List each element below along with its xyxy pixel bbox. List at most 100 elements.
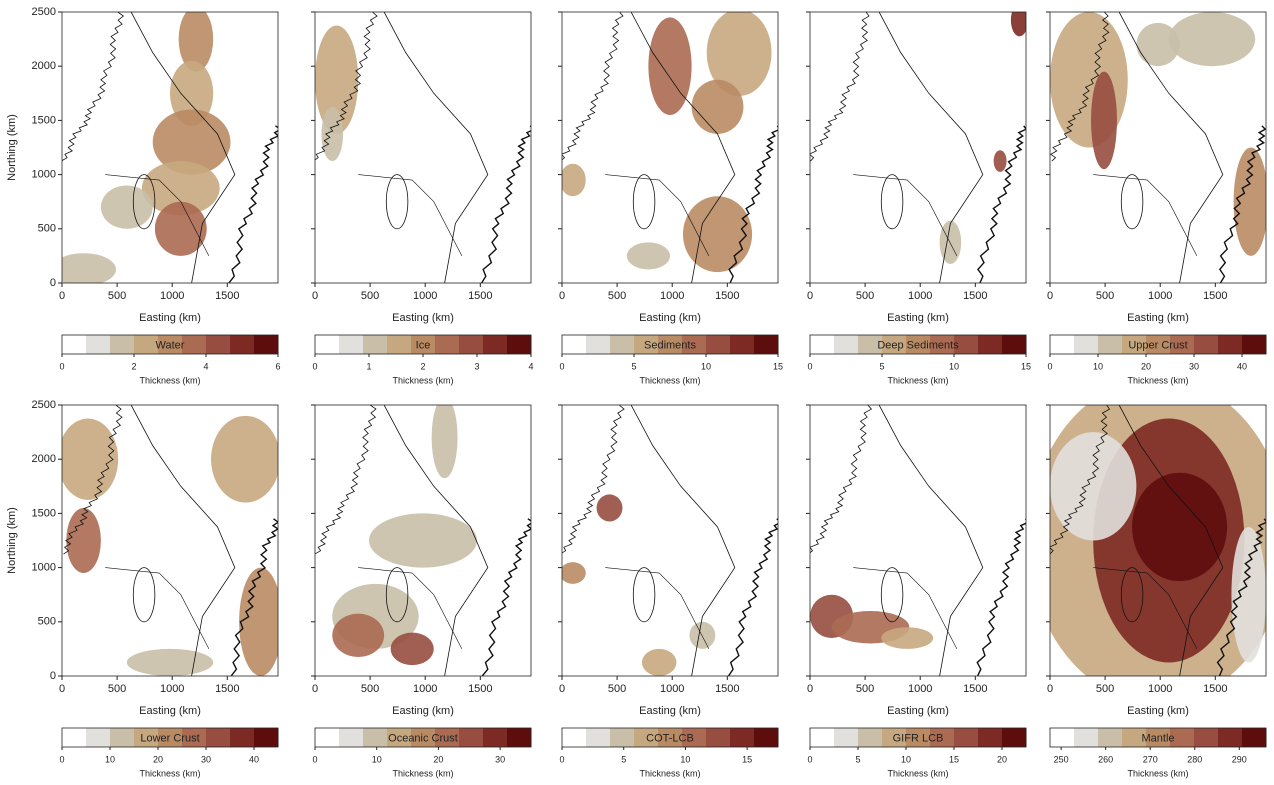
microcontinent bbox=[1121, 175, 1143, 229]
colorbar-swatch bbox=[858, 728, 883, 747]
colorbar-label: Thickness (km) bbox=[1127, 375, 1188, 385]
map-panel: 050010001500Easting (km)Oceanic Crust010… bbox=[311, 397, 533, 779]
thickness-area bbox=[211, 416, 280, 503]
x-tick-label: 1500 bbox=[215, 683, 239, 695]
colorbar-label: Thickness (km) bbox=[887, 375, 948, 385]
x-tick-label: 0 bbox=[312, 290, 318, 302]
y-tick-label: 500 bbox=[38, 223, 56, 235]
thickness-area bbox=[1050, 432, 1136, 540]
colorbar-swatch bbox=[730, 335, 755, 354]
coastline bbox=[978, 126, 1026, 283]
colorbar-swatch bbox=[86, 728, 111, 747]
colorbar-title: Oceanic Crust bbox=[388, 732, 458, 744]
colorbar-tick-label: 15 bbox=[949, 754, 959, 764]
colorbar-swatch bbox=[1218, 335, 1243, 354]
colorbar-swatch bbox=[1242, 335, 1267, 354]
colorbar-label: Thickness (km) bbox=[887, 768, 948, 778]
colorbar-swatch bbox=[315, 728, 340, 747]
colorbar-tick-label: 15 bbox=[742, 754, 752, 764]
ridge-line bbox=[1093, 175, 1197, 256]
colorbar-tick-label: 2 bbox=[131, 361, 136, 371]
colorbar-label: Thickness (km) bbox=[139, 375, 200, 385]
x-tick-label: 1000 bbox=[908, 290, 932, 302]
colorbar-title: Mantle bbox=[1141, 732, 1174, 744]
colorbar-swatch bbox=[954, 728, 979, 747]
x-tick-label: 1500 bbox=[963, 290, 987, 302]
colorbar-swatch bbox=[206, 728, 231, 747]
map-content bbox=[51, 7, 280, 286]
coastline bbox=[808, 405, 871, 554]
colorbar-swatch bbox=[1194, 728, 1219, 747]
microcontinent bbox=[633, 175, 655, 229]
thickness-area bbox=[1011, 4, 1028, 37]
colorbar-tick-label: 2 bbox=[420, 361, 425, 371]
colorbar-swatch bbox=[483, 728, 508, 747]
coastline bbox=[229, 126, 281, 283]
thickness-area bbox=[689, 622, 715, 649]
colorbar-tick-label: 6 bbox=[275, 361, 280, 371]
thickness-area bbox=[66, 508, 101, 573]
colorbar-tick-label: 0 bbox=[1047, 361, 1052, 371]
colorbar-tick-label: 30 bbox=[1189, 361, 1199, 371]
ridge-line bbox=[384, 12, 488, 283]
x-axis-label: Easting (km) bbox=[1127, 312, 1189, 324]
y-tick-label: 2500 bbox=[32, 399, 56, 411]
colorbar-swatch bbox=[254, 335, 279, 354]
x-tick-label: 0 bbox=[559, 683, 565, 695]
colorbar-tick-label: 260 bbox=[1098, 754, 1113, 764]
map-content bbox=[560, 9, 780, 283]
colorbar-label: Thickness (km) bbox=[392, 768, 453, 778]
thickness-area bbox=[560, 562, 586, 584]
x-tick-label: 1500 bbox=[468, 290, 492, 302]
colorbar-swatch bbox=[182, 335, 207, 354]
colorbar-swatch bbox=[810, 728, 835, 747]
x-tick-label: 0 bbox=[807, 290, 813, 302]
colorbar-swatch bbox=[586, 728, 611, 747]
colorbar-label: Thickness (km) bbox=[139, 768, 200, 778]
colorbar-tick-label: 20 bbox=[1141, 361, 1151, 371]
colorbar-tick-label: 40 bbox=[1237, 361, 1247, 371]
x-tick-label: 500 bbox=[1096, 683, 1114, 695]
thickness-area bbox=[994, 150, 1007, 172]
colorbar-swatch bbox=[1002, 335, 1027, 354]
thickness-area bbox=[127, 649, 213, 676]
x-tick-label: 1000 bbox=[660, 290, 684, 302]
colorbar-title: GIFR LCB bbox=[893, 732, 944, 744]
x-tick-label: 500 bbox=[1096, 290, 1114, 302]
colorbar-swatch bbox=[315, 335, 340, 354]
thickness-area bbox=[369, 513, 477, 567]
map-content bbox=[58, 405, 283, 676]
colorbar-tick-label: 1 bbox=[366, 361, 371, 371]
colorbar-swatch bbox=[230, 728, 255, 747]
x-tick-label: 0 bbox=[807, 683, 813, 695]
x-tick-label: 1000 bbox=[908, 683, 932, 695]
x-tick-label: 1000 bbox=[1148, 683, 1172, 695]
x-tick-label: 0 bbox=[559, 290, 565, 302]
y-tick-label: 2000 bbox=[32, 60, 56, 72]
x-tick-label: 500 bbox=[608, 290, 626, 302]
map-content bbox=[809, 4, 1028, 283]
y-tick-label: 500 bbox=[38, 616, 56, 628]
colorbar-swatch bbox=[706, 335, 731, 354]
map-content bbox=[313, 12, 534, 283]
colorbar-title: COT-LCB bbox=[646, 732, 694, 744]
ridge-line bbox=[358, 175, 462, 256]
thickness-area bbox=[597, 494, 623, 521]
y-tick-label: 1000 bbox=[32, 562, 56, 574]
map-panel: 050010001500Easting (km)Sediments051015T… bbox=[558, 9, 783, 385]
colorbar-swatch bbox=[1218, 728, 1243, 747]
colorbar-tick-label: 10 bbox=[901, 754, 911, 764]
ridge-line bbox=[631, 405, 735, 676]
thickness-area bbox=[1136, 23, 1179, 66]
thickness-area bbox=[239, 568, 282, 676]
x-tick-label: 0 bbox=[1047, 290, 1053, 302]
colorbar-tick-label: 10 bbox=[372, 754, 382, 764]
x-tick-label: 1500 bbox=[1203, 683, 1227, 695]
microcontinent bbox=[881, 175, 903, 229]
x-axis-label: Easting (km) bbox=[392, 312, 454, 324]
colorbar-tick-label: 270 bbox=[1143, 754, 1158, 764]
x-tick-label: 0 bbox=[312, 683, 318, 695]
colorbar-swatch bbox=[978, 728, 1003, 747]
